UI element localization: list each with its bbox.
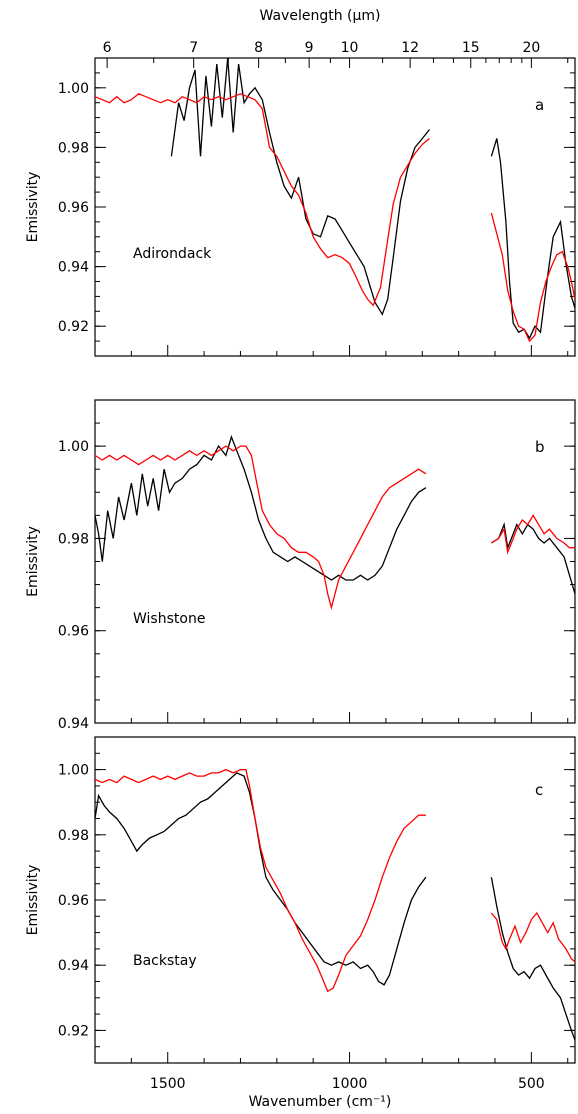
series-red-line [490,911,575,963]
top-tick-label: 12 [401,40,419,56]
top-tick-label: 15 [462,40,480,56]
panel-letter: b [535,438,545,456]
panel-letter: c [535,781,543,799]
y-tick-label: 0.92 [58,319,89,335]
panel-frame [94,57,576,357]
y-tick-label: 0.94 [58,716,89,732]
sample-label: Backstay [133,953,197,969]
y-tick-label: 0.96 [58,200,89,216]
x-tick-label: 500 [518,1076,545,1092]
series-black-line [490,877,575,1041]
top-tick-label: 6 [103,40,112,56]
sample-label: Adirondack [133,246,212,262]
y-tick-label: 0.96 [58,624,89,640]
y-tick-label: 0.98 [58,828,89,844]
panel-frame [94,736,576,1064]
y-tick-label: 1.00 [58,81,89,97]
x-axis-title: Wavenumber (cm⁻¹) [249,1094,392,1110]
panel-a: 0.92 0.94 0.96 0.98 1.00 Emissivity a Adirondac… [25,57,576,357]
y-tick-label: 0.94 [58,958,89,974]
top-tick-label: 8 [254,40,263,56]
y-tick-label: 0.98 [58,140,89,156]
panel-b: 0.94 0.96 0.98 1.00 Emissivity b Wishstone [25,399,576,732]
sample-label: Wishstone [133,611,205,627]
panel-c: 0.92 0.94 0.96 0.98 1.00 Emissivity c Backstay [25,736,576,1064]
series-red-line [490,212,575,343]
panel-letter: a [535,96,544,114]
series-red-line [491,514,575,555]
y-axis-title: Emissivity [25,865,41,936]
y-tick-label: 1.00 [58,439,89,455]
top-axis-title: Wavelength (μm) [260,8,381,24]
series-red-line [95,768,426,993]
series-black-line [491,522,575,594]
series-black-line [95,434,427,581]
x-tick-label: 1500 [150,1076,186,1092]
y-tick-label: 0.92 [58,1023,89,1039]
series-black-line [490,138,575,340]
top-tick-label: 20 [522,40,540,56]
y-tick-label: 1.00 [58,763,89,779]
top-tick-label: 9 [305,40,314,56]
panel-frame [94,399,576,724]
y-tick-label: 0.96 [58,893,89,909]
y-tick-label: 0.98 [58,531,89,547]
top-tick-label: 7 [189,40,198,56]
series-black-line [170,58,431,316]
x-tick-label: 1000 [332,1076,368,1092]
y-tick-label: 0.94 [58,260,89,276]
series-red-line [95,93,430,307]
series-red-line [95,445,427,611]
top-tick-label: 10 [341,40,359,56]
y-axis-title: Emissivity [25,526,41,597]
y-axis-title: Emissivity [25,172,41,243]
